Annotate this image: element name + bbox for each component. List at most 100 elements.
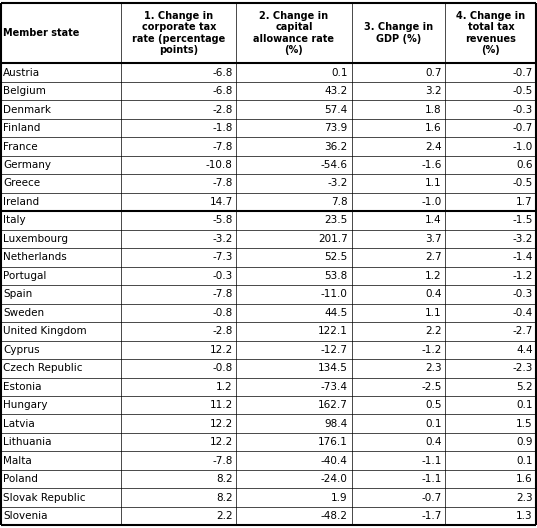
Text: Finland: Finland — [3, 123, 41, 133]
Text: 1.5: 1.5 — [516, 419, 533, 429]
Text: -5.8: -5.8 — [212, 215, 233, 225]
Text: -1.1: -1.1 — [421, 456, 441, 466]
Bar — [1, 414, 536, 433]
Text: Denmark: Denmark — [3, 105, 51, 115]
Text: 12.2: 12.2 — [209, 419, 233, 429]
Text: 53.8: 53.8 — [324, 271, 348, 281]
Text: -0.3: -0.3 — [512, 105, 533, 115]
Text: Portugal: Portugal — [3, 271, 47, 281]
Text: -2.8: -2.8 — [212, 326, 233, 336]
Text: 1.2: 1.2 — [425, 271, 441, 281]
Text: -1.4: -1.4 — [512, 252, 533, 262]
Bar — [1, 193, 536, 211]
Text: France: France — [3, 142, 38, 152]
Text: Member state: Member state — [3, 28, 79, 38]
Text: United Kingdom: United Kingdom — [3, 326, 87, 336]
Text: 0.5: 0.5 — [425, 400, 441, 410]
Text: 2.4: 2.4 — [425, 142, 441, 152]
Text: -1.0: -1.0 — [422, 197, 441, 207]
Text: -2.3: -2.3 — [512, 363, 533, 373]
Text: 4. Change in
total tax
revenues
(%): 4. Change in total tax revenues (%) — [456, 11, 526, 55]
Bar — [1, 396, 536, 414]
Text: 12.2: 12.2 — [209, 345, 233, 355]
Text: 43.2: 43.2 — [324, 86, 348, 96]
Text: Sweden: Sweden — [3, 308, 45, 318]
Bar — [1, 488, 536, 507]
Text: -1.6: -1.6 — [421, 160, 441, 170]
Text: -0.3: -0.3 — [512, 289, 533, 299]
Text: -6.8: -6.8 — [212, 86, 233, 96]
Text: -2.8: -2.8 — [212, 105, 233, 115]
Bar — [1, 119, 536, 137]
Text: Malta: Malta — [3, 456, 32, 466]
Text: Germany: Germany — [3, 160, 51, 170]
Bar — [1, 63, 536, 82]
Text: 2.2: 2.2 — [216, 511, 233, 521]
Text: 3.7: 3.7 — [425, 234, 441, 244]
Text: 0.1: 0.1 — [516, 456, 533, 466]
Text: Hungary: Hungary — [3, 400, 48, 410]
Text: 2.3: 2.3 — [516, 493, 533, 503]
Text: 14.7: 14.7 — [209, 197, 233, 207]
Text: 176.1: 176.1 — [318, 437, 348, 447]
Text: 23.5: 23.5 — [324, 215, 348, 225]
Text: 57.4: 57.4 — [324, 105, 348, 115]
Text: 11.2: 11.2 — [209, 400, 233, 410]
Bar — [1, 451, 536, 470]
Text: 1.7: 1.7 — [516, 197, 533, 207]
Text: Netherlands: Netherlands — [3, 252, 67, 262]
Text: -7.3: -7.3 — [212, 252, 233, 262]
Text: -24.0: -24.0 — [321, 474, 348, 484]
Text: -0.3: -0.3 — [212, 271, 233, 281]
Bar — [1, 211, 536, 230]
Text: 73.9: 73.9 — [324, 123, 348, 133]
Text: Greece: Greece — [3, 178, 40, 188]
Bar — [1, 137, 536, 156]
Text: 1.2: 1.2 — [216, 382, 233, 392]
Text: 1. Change in
corporate tax
rate (percentage
points): 1. Change in corporate tax rate (percent… — [132, 11, 226, 55]
Text: -0.5: -0.5 — [512, 86, 533, 96]
Text: Cyprus: Cyprus — [3, 345, 40, 355]
Text: -1.0: -1.0 — [512, 142, 533, 152]
Bar — [1, 433, 536, 451]
Text: -11.0: -11.0 — [321, 289, 348, 299]
Text: Czech Republic: Czech Republic — [3, 363, 83, 373]
Text: 4.4: 4.4 — [516, 345, 533, 355]
Text: 0.1: 0.1 — [425, 419, 441, 429]
Bar — [1, 267, 536, 285]
Text: 2.2: 2.2 — [425, 326, 441, 336]
Text: -7.8: -7.8 — [212, 289, 233, 299]
Text: -3.2: -3.2 — [512, 234, 533, 244]
Bar — [1, 378, 536, 396]
Text: 1.1: 1.1 — [425, 178, 441, 188]
Bar — [1, 507, 536, 525]
Text: 0.7: 0.7 — [425, 68, 441, 78]
Text: 1.4: 1.4 — [425, 215, 441, 225]
Text: -0.7: -0.7 — [422, 493, 441, 503]
Text: 2.3: 2.3 — [425, 363, 441, 373]
Text: -6.8: -6.8 — [212, 68, 233, 78]
Text: Luxembourg: Luxembourg — [3, 234, 68, 244]
Text: -1.7: -1.7 — [421, 511, 441, 521]
Text: 1.6: 1.6 — [516, 474, 533, 484]
Text: 8.2: 8.2 — [216, 493, 233, 503]
Text: -2.5: -2.5 — [421, 382, 441, 392]
Text: Spain: Spain — [3, 289, 32, 299]
Text: -2.7: -2.7 — [512, 326, 533, 336]
Text: -3.2: -3.2 — [212, 234, 233, 244]
Text: 2. Change in
capital
allowance rate
(%): 2. Change in capital allowance rate (%) — [253, 11, 335, 55]
Text: -7.8: -7.8 — [212, 142, 233, 152]
Text: 134.5: 134.5 — [318, 363, 348, 373]
Text: 52.5: 52.5 — [324, 252, 348, 262]
Text: -10.8: -10.8 — [206, 160, 233, 170]
Bar — [1, 82, 536, 100]
Text: -1.8: -1.8 — [212, 123, 233, 133]
Text: 1.1: 1.1 — [425, 308, 441, 318]
Text: 2.7: 2.7 — [425, 252, 441, 262]
Bar — [1, 156, 536, 174]
Text: -0.8: -0.8 — [212, 363, 233, 373]
Bar — [1, 100, 536, 119]
Text: Lithuania: Lithuania — [3, 437, 52, 447]
Text: -0.7: -0.7 — [512, 123, 533, 133]
Text: -48.2: -48.2 — [321, 511, 348, 521]
